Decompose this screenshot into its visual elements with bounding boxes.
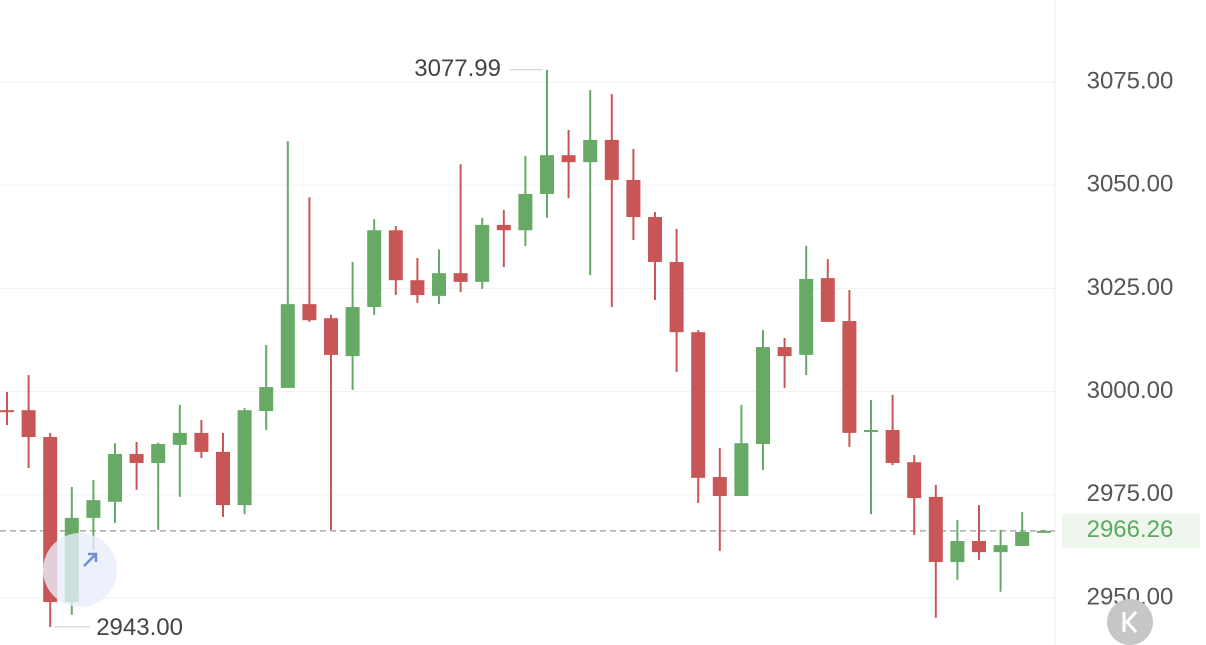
y-tick-label: 2975.00 xyxy=(1087,480,1174,507)
candle-body xyxy=(280,304,295,388)
candle-body xyxy=(1036,530,1051,533)
y-tick-label: 3075.00 xyxy=(1087,67,1174,94)
candle-body xyxy=(583,139,598,163)
candle-body xyxy=(907,462,922,499)
candle-body xyxy=(367,230,382,308)
scroll-icon xyxy=(1122,610,1138,634)
candle-body xyxy=(540,155,554,194)
candle-body xyxy=(820,278,835,322)
candle-body xyxy=(259,387,274,412)
candle-body xyxy=(0,410,14,413)
candle-body xyxy=(648,217,662,263)
scroll-to-start-button[interactable] xyxy=(1107,599,1153,645)
candle-body xyxy=(972,541,986,553)
candle-body xyxy=(108,453,122,502)
candle-body xyxy=(21,410,36,438)
candle-body xyxy=(669,262,684,333)
last-price-label: 2966.26 xyxy=(1087,516,1174,543)
y-tick-label: 3025.00 xyxy=(1087,274,1174,301)
candle-body xyxy=(604,139,619,180)
candle-body xyxy=(928,496,943,563)
candle-body xyxy=(475,224,490,282)
candle-body xyxy=(777,347,792,357)
candle-body xyxy=(345,307,360,357)
candle-body xyxy=(237,410,252,506)
candle-body xyxy=(86,500,101,518)
scroll-button-bg[interactable] xyxy=(1107,599,1153,645)
candle-body xyxy=(432,273,446,296)
share-icon xyxy=(83,552,98,567)
candle-body xyxy=(993,545,1008,553)
candle-body xyxy=(194,432,209,452)
candle-body xyxy=(799,278,814,355)
candle-body xyxy=(388,230,403,281)
candle-body xyxy=(496,224,511,231)
candle-body xyxy=(216,451,230,506)
candle-body xyxy=(734,443,749,497)
last-price-box xyxy=(1062,513,1200,548)
candle-body xyxy=(561,155,576,163)
candle-body xyxy=(691,332,706,478)
share-button-bg[interactable] xyxy=(43,533,117,607)
candle-body xyxy=(324,318,338,355)
candle-body xyxy=(842,321,857,433)
candle-body xyxy=(302,304,317,321)
candle-body xyxy=(756,347,770,445)
candle-body xyxy=(129,453,144,464)
candle-body xyxy=(712,477,727,497)
candle-body xyxy=(518,193,533,231)
y-tick-label: 3050.00 xyxy=(1087,171,1174,198)
min-label: 2943.00 xyxy=(96,614,183,641)
candle-body xyxy=(453,273,468,282)
y-tick-label: 3000.00 xyxy=(1087,377,1174,404)
share-button[interactable] xyxy=(43,533,117,607)
candle-body xyxy=(950,541,965,563)
candle-body xyxy=(1015,531,1030,546)
candle-body xyxy=(151,444,166,464)
candle-body xyxy=(410,280,425,296)
candle-body xyxy=(626,179,641,218)
candle-body xyxy=(885,430,900,464)
max-label: 3077.99 xyxy=(414,55,501,82)
candle-body xyxy=(172,432,187,445)
candle-body xyxy=(864,430,878,433)
